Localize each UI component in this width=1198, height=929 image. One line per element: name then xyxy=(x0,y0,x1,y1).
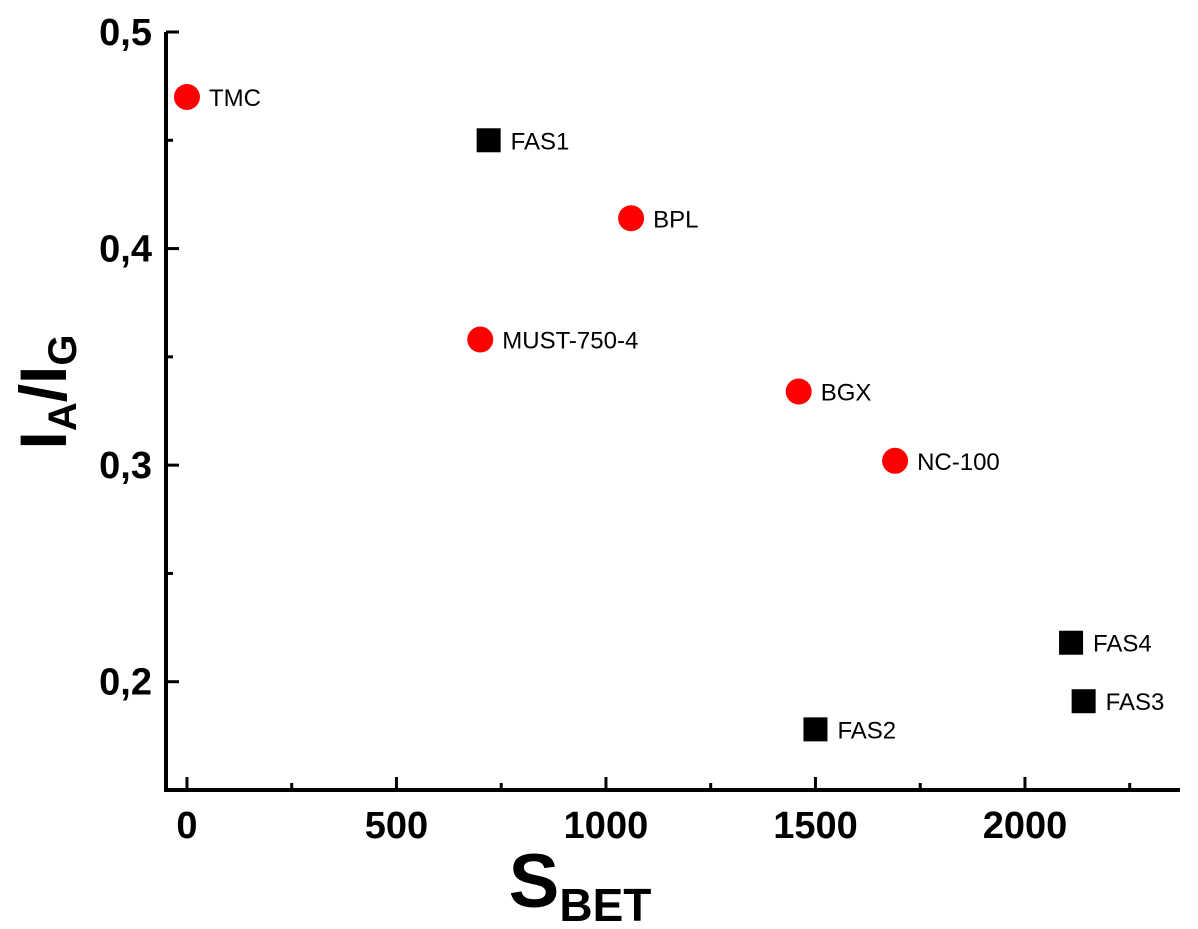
data-points: TMC BPL MUST-750-4 BGX NC-100 FAS1 FAS4 FAS3 FAS… xyxy=(173,83,1165,744)
circle-point xyxy=(785,378,812,405)
x-tick-label: 0 xyxy=(176,805,197,847)
square-point xyxy=(803,717,828,742)
y-tick-label: 0,3 xyxy=(99,445,152,487)
x-tick-label: 2000 xyxy=(983,805,1068,847)
y-tick-label: 0,5 xyxy=(99,12,152,54)
y-tick-label: 0,4 xyxy=(99,229,152,271)
point-label: BPL xyxy=(653,206,698,233)
square-point xyxy=(476,128,501,153)
point-label: BGX xyxy=(821,380,872,407)
x-axis-ticks: 0 500 1000 1500 2000 xyxy=(176,777,1132,847)
y-tick-label: 0,2 xyxy=(99,662,152,704)
point-label: NC-100 xyxy=(917,449,1000,476)
x-axis-title: SBET xyxy=(509,839,652,929)
point-label: MUST-750-4 xyxy=(502,328,638,355)
point-label: FAS4 xyxy=(1093,631,1152,658)
y-axis-ticks: 0,2 0,3 0,4 0,5 xyxy=(99,12,179,704)
y-axis-title: IA/IG xyxy=(6,334,85,449)
point-label: FAS3 xyxy=(1106,689,1165,716)
x-tick-label: 1500 xyxy=(773,805,858,847)
square-point xyxy=(1059,630,1084,655)
point-label: TMC xyxy=(209,85,261,112)
axes xyxy=(164,32,1180,792)
x-tick-label: 500 xyxy=(365,805,428,847)
square-point xyxy=(1071,689,1096,714)
circle-point xyxy=(618,205,645,232)
circle-point xyxy=(173,83,200,110)
x-tick-label: 1000 xyxy=(564,805,649,847)
circle-point xyxy=(882,447,909,474)
point-label: FAS1 xyxy=(511,128,570,155)
point-label: FAS2 xyxy=(837,717,896,744)
circle-point xyxy=(467,326,494,353)
